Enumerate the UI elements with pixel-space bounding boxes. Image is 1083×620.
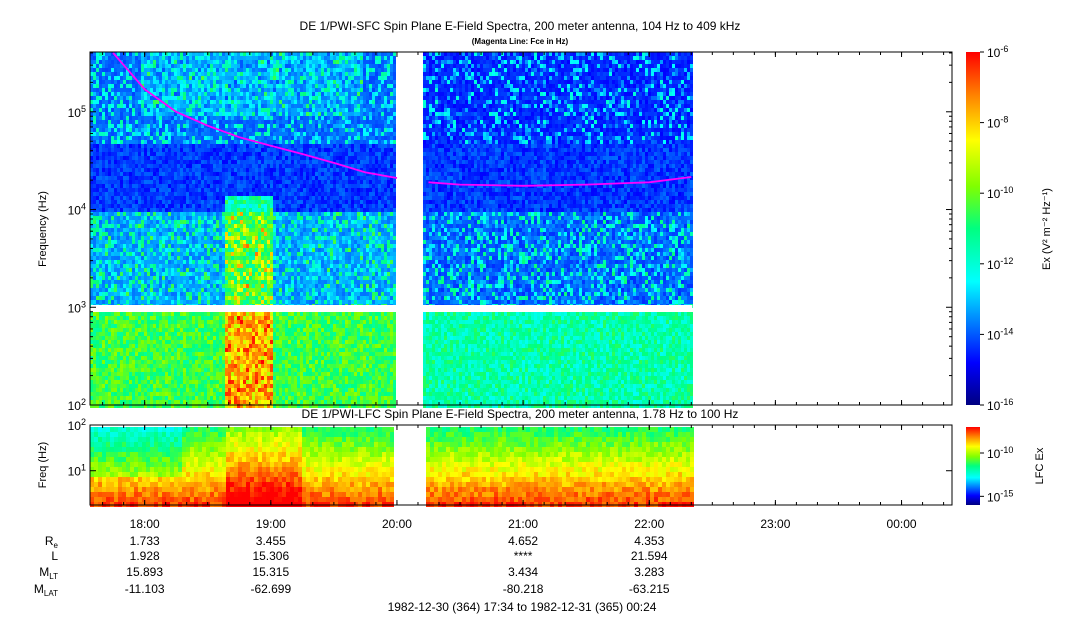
xtick-label: 20:00: [382, 517, 412, 531]
xtick-label: 23:00: [760, 517, 790, 531]
xtick-label: 21:00: [508, 517, 538, 531]
lfc-colorbar-label: LFC Ex: [1034, 447, 1046, 484]
lfc-frame: [89, 424, 953, 506]
ephemeris-value: 3.455: [256, 534, 286, 548]
sfc-ytick-label: 105: [68, 104, 86, 120]
sfc-subtitle: (Magenta Line: Fce in Hz): [472, 37, 569, 46]
ephemeris-label: Re: [45, 534, 59, 550]
sfc-ytick-label: 104: [68, 202, 86, 218]
lfc-ytick-label: 101: [68, 463, 86, 479]
ephemeris-value: 15.315: [252, 565, 289, 579]
sfc-colorbar-tick-label: 10-6: [987, 44, 1008, 60]
sfc-ytick-label: 102: [68, 397, 86, 413]
sfc-colorbar-tick-label: 10-14: [987, 326, 1013, 342]
lfc-colorbar-tick-label: 10-15: [987, 488, 1013, 504]
ephemeris-value: 4.353: [634, 534, 664, 548]
xtick-label: 18:00: [130, 517, 160, 531]
ephemeris-value: 1.928: [130, 549, 160, 563]
ephemeris-value: -62.699: [250, 582, 291, 596]
sfc-ylabel: Frequency (Hz): [37, 191, 49, 267]
sfc-title: DE 1/PWI-SFC Spin Plane E-Field Spectra,…: [300, 19, 741, 33]
ephemeris-value: ****: [514, 549, 533, 563]
ephemeris-label: MLAT: [34, 582, 58, 598]
ephemeris-value: -11.103: [125, 582, 165, 596]
xtick-label: 22:00: [634, 517, 664, 531]
lfc-title: DE 1/PWI-LFC Spin Plane E-Field Spectra,…: [302, 407, 739, 421]
sfc-colorbar-tick-label: 10-16: [987, 397, 1013, 413]
ephemeris-value: 3.283: [634, 565, 664, 579]
lfc-colorbar-tick-label: 10-10: [987, 445, 1013, 461]
lfc-ylabel: Freq (Hz): [37, 442, 49, 488]
time-range: 1982-12-30 (364) 17:34 to 1982-12-31 (36…: [388, 600, 657, 614]
sfc-frame: [89, 51, 953, 406]
sfc-colorbar-tick-label: 10-12: [987, 256, 1013, 272]
lfc-spectrogram: [90, 427, 694, 507]
sfc-ytick-label: 103: [68, 299, 86, 315]
ephemeris-label: L: [51, 549, 58, 563]
ephemeris-value: 3.434: [508, 565, 538, 579]
lfc-colorbar: [966, 427, 980, 505]
xtick-label: 19:00: [256, 517, 286, 531]
lfc-ytick-label: 102: [68, 417, 86, 433]
ephemeris-value: -80.218: [503, 582, 544, 596]
sfc-colorbar: [966, 52, 980, 405]
ephemeris-value: -63.215: [629, 582, 670, 596]
xtick-label: 00:00: [887, 517, 917, 531]
sfc-colorbar-label: Ex (V² m⁻² Hz⁻¹): [1041, 188, 1053, 270]
ephemeris-value: 15.893: [126, 565, 163, 579]
sfc-spectrogram: [90, 52, 693, 408]
ephemeris-value: 15.306: [252, 549, 289, 563]
ephemeris-value: 1.733: [130, 534, 160, 548]
sfc-colorbar-tick-label: 10-8: [987, 115, 1008, 131]
ephemeris-label: MLT: [39, 565, 58, 581]
ephemeris-value: 4.652: [508, 534, 538, 548]
fce-line: [112, 52, 692, 187]
sfc-colorbar-tick-label: 10-10: [987, 185, 1013, 201]
ephemeris-value: 21.594: [631, 549, 668, 563]
